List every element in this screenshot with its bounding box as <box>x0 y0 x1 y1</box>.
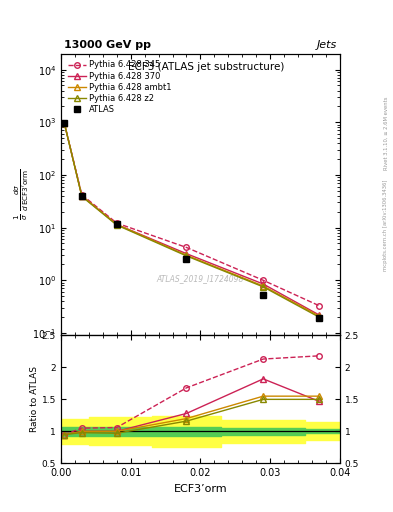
X-axis label: ECF3’orm: ECF3’orm <box>174 484 227 494</box>
Pythia 6.428 370 <box>317 312 321 318</box>
Pythia 6.428 ambt1 <box>114 221 119 227</box>
ATLAS <box>79 193 84 199</box>
Pythia 6.428 ambt1 <box>317 313 321 319</box>
Line: Pythia 6.428 345: Pythia 6.428 345 <box>62 121 322 308</box>
Pythia 6.428 370 <box>114 221 119 227</box>
Pythia 6.428 z2 <box>184 253 189 259</box>
Pythia 6.428 ambt1 <box>62 120 67 126</box>
Text: Rivet 3.1.10, ≥ 2.6M events: Rivet 3.1.10, ≥ 2.6M events <box>383 96 388 170</box>
Line: Pythia 6.428 ambt1: Pythia 6.428 ambt1 <box>62 121 322 319</box>
Pythia 6.428 370 <box>79 193 84 199</box>
Pythia 6.428 z2 <box>62 120 67 126</box>
ATLAS <box>62 120 67 126</box>
Pythia 6.428 z2 <box>79 194 84 200</box>
Line: ATLAS: ATLAS <box>61 120 323 322</box>
Pythia 6.428 z2 <box>317 314 321 320</box>
Pythia 6.428 345 <box>62 120 67 126</box>
Pythia 6.428 345 <box>184 244 189 250</box>
Pythia 6.428 345 <box>317 303 321 309</box>
Pythia 6.428 345 <box>114 220 119 226</box>
Pythia 6.428 370 <box>261 281 266 287</box>
Text: 13000 GeV pp: 13000 GeV pp <box>64 39 151 50</box>
Pythia 6.428 345 <box>79 191 84 198</box>
Line: Pythia 6.428 370: Pythia 6.428 370 <box>62 121 322 317</box>
Pythia 6.428 ambt1 <box>184 252 189 258</box>
ATLAS <box>114 221 119 227</box>
Pythia 6.428 z2 <box>114 222 119 228</box>
ATLAS <box>317 315 321 322</box>
Legend: Pythia 6.428 345, Pythia 6.428 370, Pythia 6.428 ambt1, Pythia 6.428 z2, ATLAS: Pythia 6.428 345, Pythia 6.428 370, Pyth… <box>64 57 175 117</box>
ATLAS <box>184 256 189 262</box>
Pythia 6.428 370 <box>62 120 67 126</box>
Y-axis label: $\frac{1}{\sigma}$ $\frac{d\sigma}{d\,\mathrm{ECF3'orm}}$: $\frac{1}{\sigma}$ $\frac{d\sigma}{d\,\m… <box>12 169 31 220</box>
Text: ATLAS_2019_I1724098: ATLAS_2019_I1724098 <box>157 274 244 284</box>
Pythia 6.428 345 <box>261 277 266 283</box>
Line: Pythia 6.428 z2: Pythia 6.428 z2 <box>62 121 322 320</box>
Pythia 6.428 ambt1 <box>79 193 84 199</box>
Text: mcplots.cern.ch [arXiv:1306.3436]: mcplots.cern.ch [arXiv:1306.3436] <box>383 180 388 271</box>
Text: Jets: Jets <box>317 39 337 50</box>
Pythia 6.428 z2 <box>261 284 266 290</box>
Text: ECF3 (ATLAS jet substructure): ECF3 (ATLAS jet substructure) <box>128 62 284 72</box>
Pythia 6.428 370 <box>184 250 189 257</box>
Y-axis label: Ratio to ATLAS: Ratio to ATLAS <box>30 367 39 432</box>
ATLAS <box>261 292 266 298</box>
Pythia 6.428 ambt1 <box>261 283 266 289</box>
